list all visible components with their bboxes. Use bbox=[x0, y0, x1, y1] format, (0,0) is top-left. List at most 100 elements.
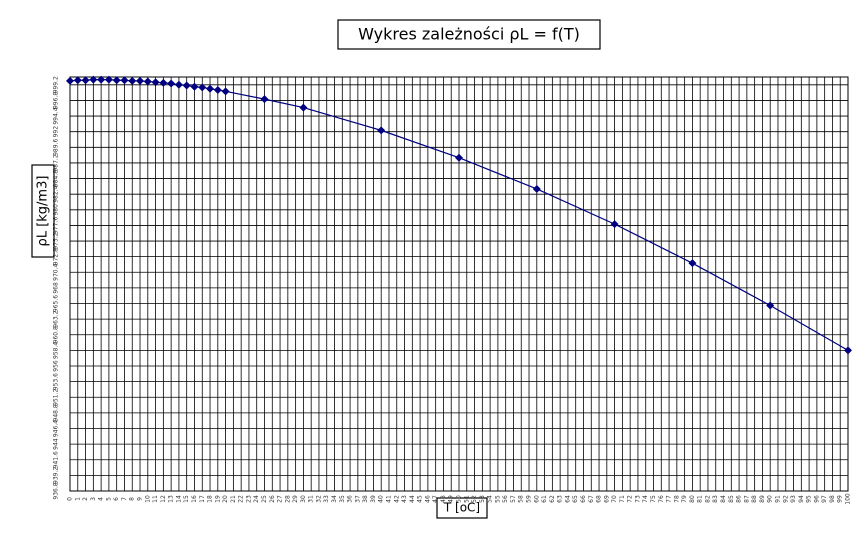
x-tick-label: 73 bbox=[634, 495, 641, 503]
x-tick-label: 38 bbox=[362, 495, 369, 503]
x-tick-label: 42 bbox=[393, 495, 400, 503]
y-tick-label: 936.8 bbox=[53, 482, 60, 499]
y-tick-label: 994.4 bbox=[53, 107, 60, 124]
x-tick-label: 72 bbox=[627, 495, 634, 503]
x-tick-label: 83 bbox=[712, 495, 719, 503]
x-tick-label: 40 bbox=[378, 495, 385, 503]
x-tick-label: 94 bbox=[798, 495, 805, 503]
x-tick-label: 36 bbox=[347, 495, 354, 503]
x-tick-label: 23 bbox=[245, 495, 252, 503]
y-tick-label: 953.6 bbox=[53, 373, 60, 390]
y-tick-label: 941.6 bbox=[53, 451, 60, 468]
x-tick-label: 87 bbox=[743, 495, 750, 503]
x-tick-label: 57 bbox=[510, 495, 517, 503]
x-tick-label: 22 bbox=[238, 495, 245, 503]
x-tick-label: 41 bbox=[385, 495, 392, 503]
data-point bbox=[167, 79, 176, 88]
x-tick-label: 97 bbox=[821, 495, 828, 503]
y-tick-label: 992 bbox=[53, 126, 60, 138]
y-tick-label: 963.2 bbox=[53, 310, 60, 327]
x-tick-label: 20 bbox=[222, 495, 229, 503]
x-tick-label: 15 bbox=[183, 495, 190, 503]
data-point bbox=[206, 84, 215, 93]
x-tick-label: 37 bbox=[354, 495, 361, 503]
x-tick-label: 0 bbox=[67, 497, 74, 501]
data-point bbox=[766, 301, 775, 310]
x-tick-label: 82 bbox=[704, 495, 711, 503]
data-point bbox=[182, 81, 191, 90]
x-tick-label: 49 bbox=[448, 495, 455, 503]
y-tick-label: 987.2 bbox=[53, 154, 60, 171]
x-tick-label: 1 bbox=[74, 497, 81, 501]
x-tick-label: 100 bbox=[845, 493, 852, 505]
y-tick-label: 977.6 bbox=[53, 217, 60, 234]
data-point bbox=[455, 153, 463, 162]
x-tick-label: 29 bbox=[292, 495, 299, 503]
data-point bbox=[120, 76, 129, 85]
x-tick-label: 8 bbox=[129, 497, 136, 501]
y-tick-label: 958.4 bbox=[53, 342, 60, 359]
x-tick-label: 89 bbox=[759, 495, 766, 503]
x-tick-label: 31 bbox=[308, 495, 315, 503]
x-tick-label: 58 bbox=[518, 495, 525, 503]
x-tick-label: 92 bbox=[782, 495, 789, 503]
x-tick-label: 54 bbox=[487, 495, 494, 503]
x-tick-label: 53 bbox=[479, 495, 486, 503]
x-tick-label: 16 bbox=[191, 495, 198, 503]
data-point bbox=[112, 76, 121, 85]
x-tick-label: 9 bbox=[137, 497, 144, 501]
x-tick-label: 21 bbox=[230, 495, 237, 503]
x-tick-label: 17 bbox=[199, 495, 206, 503]
x-tick-label: 69 bbox=[603, 495, 610, 503]
x-tick-label: 91 bbox=[774, 495, 781, 503]
x-tick-label: 2 bbox=[82, 497, 89, 501]
x-tick-label: 45 bbox=[417, 495, 424, 503]
data-point bbox=[688, 259, 697, 268]
data-point bbox=[128, 76, 137, 85]
x-tick-label: 85 bbox=[728, 495, 735, 503]
x-tick-label: 4 bbox=[98, 497, 105, 501]
chart-title: Wykres zależności ρL = f(T) bbox=[358, 25, 580, 44]
x-tick-label: 39 bbox=[370, 495, 377, 503]
x-tick-label: 61 bbox=[541, 495, 548, 503]
x-tick-label: 59 bbox=[526, 495, 533, 503]
y-tick-label: 946.4 bbox=[53, 420, 60, 437]
x-tick-label: 10 bbox=[144, 495, 151, 503]
x-tick-label: 3 bbox=[90, 497, 97, 501]
x-tick-label: 84 bbox=[720, 495, 727, 503]
x-tick-label: 33 bbox=[323, 495, 330, 503]
y-tick-label: 970.4 bbox=[53, 264, 60, 281]
x-tick-label: 67 bbox=[588, 495, 595, 503]
y-tick-label: 956 bbox=[53, 360, 60, 372]
y-tick-label: 948.8 bbox=[53, 404, 60, 421]
x-tick-label: 80 bbox=[689, 495, 696, 503]
data-point bbox=[213, 86, 222, 95]
data-point bbox=[844, 346, 852, 355]
x-tick-label: 46 bbox=[424, 495, 431, 503]
x-tick-label: 65 bbox=[572, 495, 579, 503]
x-axis-label: T [oC] bbox=[443, 501, 480, 515]
data-point bbox=[532, 184, 541, 193]
x-tick-label: 81 bbox=[697, 495, 704, 503]
data-point bbox=[89, 75, 98, 84]
x-tick-label: 71 bbox=[619, 495, 626, 503]
x-tick-label: 75 bbox=[650, 495, 657, 503]
x-tick-label: 86 bbox=[736, 495, 743, 503]
x-tick-label: 19 bbox=[214, 495, 221, 503]
data-point bbox=[143, 77, 152, 86]
x-tick-label: 51 bbox=[463, 495, 470, 503]
x-tick-label: 27 bbox=[277, 495, 284, 503]
data-point bbox=[198, 83, 207, 92]
data-point bbox=[97, 75, 106, 84]
x-tick-label: 88 bbox=[751, 495, 758, 503]
y-tick-label: 944 bbox=[53, 438, 60, 450]
x-tick-label: 90 bbox=[767, 495, 774, 503]
y-axis-label: ρL [kg/m3] bbox=[36, 176, 51, 247]
y-label-box bbox=[31, 164, 55, 258]
x-tick-label: 11 bbox=[152, 495, 159, 503]
x-tick-label: 32 bbox=[315, 495, 322, 503]
y-tick-label: 968 bbox=[53, 282, 60, 294]
x-tick-label: 76 bbox=[658, 495, 665, 503]
x-tick-label: 64 bbox=[564, 495, 571, 503]
